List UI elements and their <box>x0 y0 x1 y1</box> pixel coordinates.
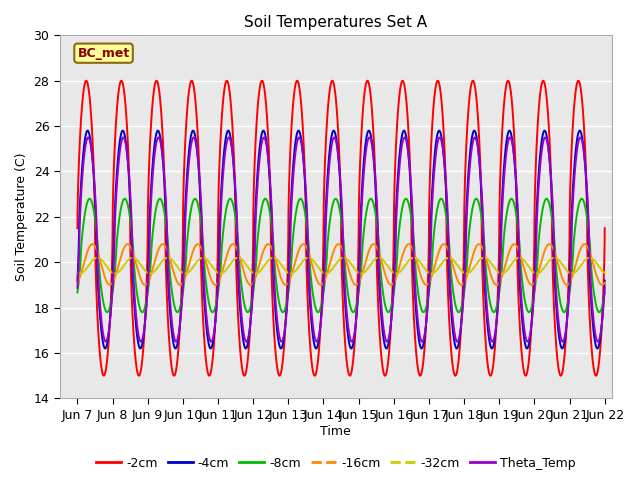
Line: -2cm: -2cm <box>77 81 605 376</box>
-4cm <box>207 346 214 351</box>
-8cm <box>74 289 81 295</box>
Line: -4cm: -4cm <box>77 131 605 348</box>
-16cm <box>417 272 424 277</box>
-4cm <box>467 140 475 146</box>
-8cm <box>508 196 515 202</box>
-16cm <box>601 280 609 286</box>
-4cm <box>74 277 81 283</box>
-32cm <box>111 271 119 276</box>
-32cm <box>390 270 397 276</box>
-8cm <box>467 215 475 220</box>
Title: Soil Temperatures Set A: Soil Temperatures Set A <box>244 15 428 30</box>
-16cm <box>508 244 515 250</box>
-32cm <box>417 260 424 266</box>
-4cm <box>170 339 177 345</box>
Text: BC_met: BC_met <box>77 47 130 60</box>
-32cm <box>275 259 283 264</box>
Theta_Temp <box>390 286 397 291</box>
-32cm <box>170 259 177 264</box>
-2cm <box>601 225 609 231</box>
Line: -8cm: -8cm <box>77 199 605 312</box>
-32cm <box>305 255 312 261</box>
-32cm <box>74 270 81 276</box>
-16cm <box>74 280 81 286</box>
-2cm <box>241 373 248 379</box>
-4cm <box>275 341 283 347</box>
-4cm <box>400 128 408 133</box>
-16cm <box>264 241 272 247</box>
-4cm <box>508 132 515 137</box>
-8cm <box>275 299 283 304</box>
Theta_Temp <box>601 285 609 291</box>
Y-axis label: Soil Temperature (C): Soil Temperature (C) <box>15 153 28 281</box>
-2cm <box>508 92 515 97</box>
-8cm <box>170 297 177 303</box>
-2cm <box>417 372 424 378</box>
-2cm <box>467 83 475 88</box>
Theta_Temp <box>559 339 566 345</box>
Line: Theta_Temp: Theta_Temp <box>77 137 605 342</box>
-16cm <box>390 280 397 286</box>
X-axis label: Time: Time <box>321 425 351 438</box>
Theta_Temp <box>74 285 81 291</box>
-2cm <box>74 225 81 231</box>
-16cm <box>467 259 475 265</box>
Theta_Temp <box>467 152 475 157</box>
-4cm <box>417 344 424 350</box>
-2cm <box>170 372 177 377</box>
-8cm <box>601 289 609 295</box>
-2cm <box>390 233 397 239</box>
-32cm <box>467 268 475 274</box>
-32cm <box>508 262 515 267</box>
Line: -32cm: -32cm <box>77 258 605 274</box>
-16cm <box>170 268 177 274</box>
-8cm <box>525 309 533 315</box>
-8cm <box>332 196 339 202</box>
Theta_Temp <box>365 134 373 140</box>
Legend: -2cm, -4cm, -8cm, -16cm, -32cm, Theta_Temp: -2cm, -4cm, -8cm, -16cm, -32cm, Theta_Te… <box>92 452 580 475</box>
Theta_Temp <box>170 329 177 335</box>
Line: -16cm: -16cm <box>77 244 605 285</box>
-32cm <box>601 270 609 276</box>
-16cm <box>275 269 283 275</box>
-4cm <box>601 277 609 283</box>
-2cm <box>434 78 442 84</box>
Theta_Temp <box>508 136 515 142</box>
-2cm <box>275 372 283 378</box>
-8cm <box>417 303 424 309</box>
Theta_Temp <box>275 331 283 336</box>
Theta_Temp <box>417 336 424 341</box>
-4cm <box>390 278 397 284</box>
-8cm <box>390 290 397 296</box>
-16cm <box>598 282 606 288</box>
